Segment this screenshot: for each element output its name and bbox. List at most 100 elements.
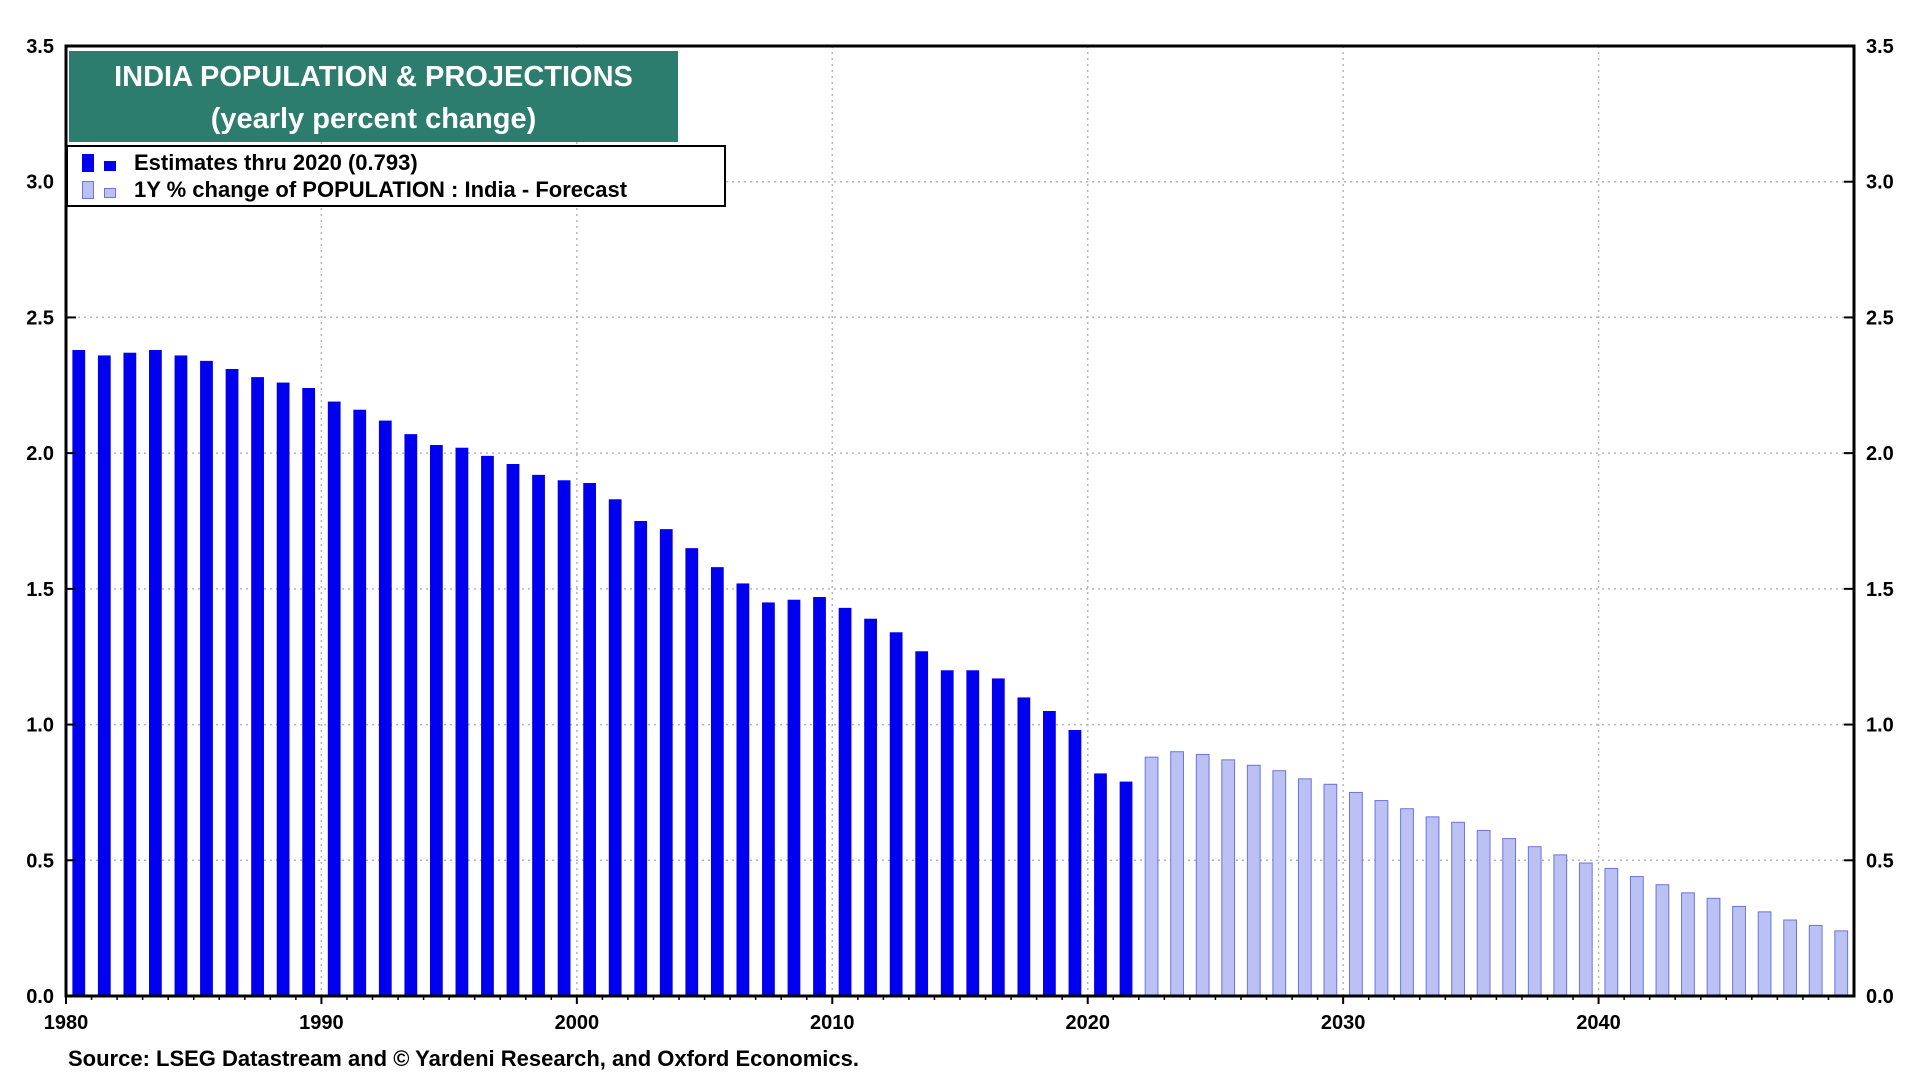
bar-estimate xyxy=(991,678,1005,996)
y-tick-label-right: 2.5 xyxy=(1866,307,1894,329)
x-tick-label: 2020 xyxy=(1065,1012,1110,1034)
x-tick-label: 2010 xyxy=(810,1012,855,1034)
bar-estimate xyxy=(659,529,673,996)
bar-forecast xyxy=(1272,770,1287,997)
bar-forecast xyxy=(1476,829,1491,997)
bar-forecast xyxy=(1655,884,1670,997)
legend-item-estimates: Estimates thru 2020 (0.793) xyxy=(82,150,418,176)
y-tick-label-right: 3.5 xyxy=(1866,36,1894,58)
bar-forecast xyxy=(1834,930,1849,997)
bar-forecast xyxy=(1425,816,1440,997)
bar-forecast xyxy=(1706,897,1721,997)
legend-swatch-forecast xyxy=(82,181,94,199)
bar-estimate xyxy=(685,548,699,996)
bar-forecast xyxy=(1374,800,1389,997)
axes: 0.0 0.0 0.5 0.5 1.0 1.0 1.5 1.5 2.0 2.0 2.5 2.5 3.0 3… xyxy=(26,36,1894,1034)
y-tick-label-left: 2.0 xyxy=(26,443,54,465)
bar-estimate xyxy=(72,350,86,996)
bar-estimate xyxy=(915,651,929,996)
bar-estimate xyxy=(378,420,392,997)
bar-forecast xyxy=(1757,911,1772,997)
y-tick-label-right: 2.0 xyxy=(1866,443,1894,465)
bar-forecast xyxy=(1323,783,1338,997)
bar-estimate xyxy=(225,369,239,996)
y-tick-label-left: 1.0 xyxy=(26,715,54,737)
grid xyxy=(66,46,1854,996)
bar-estimate xyxy=(583,483,597,996)
bar-estimate xyxy=(634,521,648,996)
bar-estimate xyxy=(506,464,520,996)
bar-estimate xyxy=(97,355,111,996)
y-tick-label-left: 3.5 xyxy=(26,36,54,58)
bar-forecast xyxy=(1681,892,1695,997)
chart-subtitle: (yearly percent change) xyxy=(210,103,537,135)
legend: Estimates thru 2020 (0.793) 1Y % change … xyxy=(66,145,726,207)
bar-forecast xyxy=(1808,924,1823,997)
bar-estimate xyxy=(200,360,213,996)
bar-estimate xyxy=(787,599,801,996)
bar-forecast xyxy=(1783,919,1798,997)
bar-estimate xyxy=(149,350,162,996)
x-tick-label: 2040 xyxy=(1576,1012,1621,1034)
bar-estimate xyxy=(123,352,137,996)
legend-label-forecast: 1Y % change of POPULATION : India - Fore… xyxy=(134,177,628,202)
bar-forecast xyxy=(1732,905,1746,997)
y-tick-label-right: 1.0 xyxy=(1866,715,1894,737)
bar-estimate xyxy=(557,480,571,996)
x-tick-label: 1990 xyxy=(299,1012,344,1034)
bar-estimate xyxy=(481,455,494,996)
legend-swatch-estimates xyxy=(82,154,94,172)
y-tick-label-left: 3.0 xyxy=(26,172,54,194)
bar-estimate xyxy=(608,499,622,996)
bar-forecast xyxy=(1297,778,1312,997)
bar-estimate xyxy=(813,597,826,996)
bar-forecast xyxy=(1451,821,1465,997)
bar-forecast xyxy=(1221,759,1236,997)
bar-forecast xyxy=(1195,753,1210,997)
bar-estimate xyxy=(174,355,188,996)
bar-estimate xyxy=(736,583,750,996)
bar-estimate xyxy=(864,618,877,996)
y-tick-label-left: 2.5 xyxy=(26,307,54,329)
bar-estimate xyxy=(1017,697,1031,996)
bar-forecast xyxy=(1553,854,1568,997)
bar-estimate xyxy=(276,382,290,997)
bar-forecast xyxy=(1246,764,1261,997)
bar-estimate xyxy=(532,474,545,996)
bar-estimate xyxy=(966,670,980,996)
y-tick-label-left: 1.5 xyxy=(26,579,54,601)
y-tick-label-right: 0.5 xyxy=(1866,850,1894,872)
legend-swatch-estimates-small xyxy=(104,161,116,171)
bar-forecast xyxy=(1604,867,1619,997)
bar-estimate xyxy=(404,434,418,997)
legend-label-estimates: Estimates thru 2020 (0.793) xyxy=(134,150,418,175)
y-tick-label-left: 0.5 xyxy=(26,850,54,872)
y-tick-label-right: 3.0 xyxy=(1866,172,1894,194)
y-tick-label-right: 1.5 xyxy=(1866,579,1894,601)
bar-estimate xyxy=(940,670,954,996)
bar-estimate xyxy=(762,602,775,996)
chart-title-box: INDIA POPULATION & PROJECTIONS (yearly p… xyxy=(69,51,678,142)
bar-estimate xyxy=(302,388,316,996)
bar-estimate xyxy=(455,447,469,996)
bar-forecast xyxy=(1527,846,1542,997)
legend-item-forecast: 1Y % change of POPULATION : India - Fore… xyxy=(82,177,627,203)
bar-estimate xyxy=(429,445,443,996)
bar-estimate xyxy=(327,401,341,997)
bar-forecast xyxy=(1502,838,1517,997)
y-tick-label-right: 0.0 xyxy=(1866,986,1894,1008)
chart-title: INDIA POPULATION & PROJECTIONS xyxy=(114,61,633,93)
bar-estimate xyxy=(889,632,903,996)
bar-estimate xyxy=(353,409,367,996)
x-tick-label: 1980 xyxy=(44,1012,89,1034)
bars xyxy=(72,350,1849,997)
bar-forecast xyxy=(1170,751,1184,997)
bar-forecast xyxy=(1630,876,1644,997)
bar-estimate xyxy=(1119,781,1133,996)
bar-estimate xyxy=(1068,730,1082,996)
bar-estimate xyxy=(710,567,724,996)
source-note: Source: LSEG Datastream and © Yardeni Re… xyxy=(68,1046,859,1071)
bar-estimate xyxy=(251,377,264,997)
bar-forecast xyxy=(1349,791,1363,997)
